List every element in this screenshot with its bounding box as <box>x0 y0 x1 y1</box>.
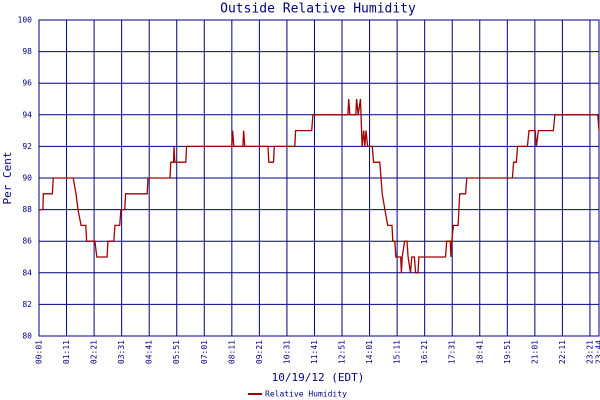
x-tick-label: 23:44 <box>595 340 600 364</box>
x-tick-label: 15:11 <box>393 340 402 364</box>
x-tick-label: 02:21 <box>90 340 99 364</box>
y-tick-label: 94 <box>22 110 32 119</box>
x-tick-label: 05:51 <box>172 340 181 364</box>
y-tick-label: 82 <box>22 300 32 309</box>
y-tick-label: 88 <box>22 205 32 214</box>
x-tick-label: 04:41 <box>145 340 154 364</box>
x-tick-label: 18:41 <box>475 340 484 364</box>
x-tick-label: 16:21 <box>420 340 429 364</box>
x-tick-label: 17:31 <box>448 340 457 364</box>
y-axis-label: Per Cent <box>1 152 14 205</box>
x-tick-label: 10:31 <box>282 340 291 364</box>
y-tick-label: 96 <box>22 79 32 88</box>
y-tick-label: 100 <box>18 16 33 25</box>
x-tick-label: 03:31 <box>117 340 126 364</box>
x-tick-label: 21:01 <box>530 340 539 364</box>
legend-label: Relative Humidity <box>265 390 347 399</box>
y-tick-label: 86 <box>22 237 32 246</box>
x-tick-label: 09:21 <box>255 340 264 364</box>
x-tick-label: 00:01 <box>35 340 44 364</box>
x-tick-label: 07:01 <box>200 340 209 364</box>
data-line <box>39 98 600 274</box>
y-tick-label: 84 <box>22 268 32 277</box>
x-tick-label: 14:01 <box>365 340 374 364</box>
chart-title: Outside Relative Humidity <box>220 2 416 17</box>
y-tick-label: 98 <box>22 47 32 56</box>
x-tick-label: 12:51 <box>338 340 347 364</box>
y-tick-label: 80 <box>22 332 32 341</box>
x-tick-label: 11:41 <box>310 340 319 364</box>
x-tick-label: 08:11 <box>227 340 236 364</box>
x-tick-label: 19:51 <box>503 340 512 364</box>
x-axis-label: 10/19/12 (EDT) <box>272 371 365 384</box>
y-tick-label: 90 <box>22 174 32 183</box>
y-tick-label: 92 <box>22 142 32 151</box>
x-tick-label: 22:11 <box>558 340 567 364</box>
x-tick-label: 23:21 <box>585 340 594 364</box>
x-tick-label: 01:11 <box>62 340 71 364</box>
